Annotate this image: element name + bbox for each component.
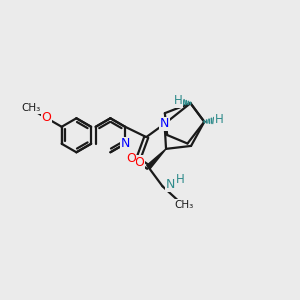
Text: O: O <box>41 111 51 124</box>
Text: CH₃: CH₃ <box>174 200 193 210</box>
Text: H: H <box>174 94 182 107</box>
Text: N: N <box>120 137 130 150</box>
Text: O: O <box>126 152 136 165</box>
Text: CH₃: CH₃ <box>21 103 40 113</box>
Text: H: H <box>176 173 184 186</box>
Text: N: N <box>166 178 176 191</box>
Text: N: N <box>160 117 169 130</box>
Polygon shape <box>147 149 166 169</box>
Text: O: O <box>135 156 145 169</box>
Text: H: H <box>215 113 224 126</box>
